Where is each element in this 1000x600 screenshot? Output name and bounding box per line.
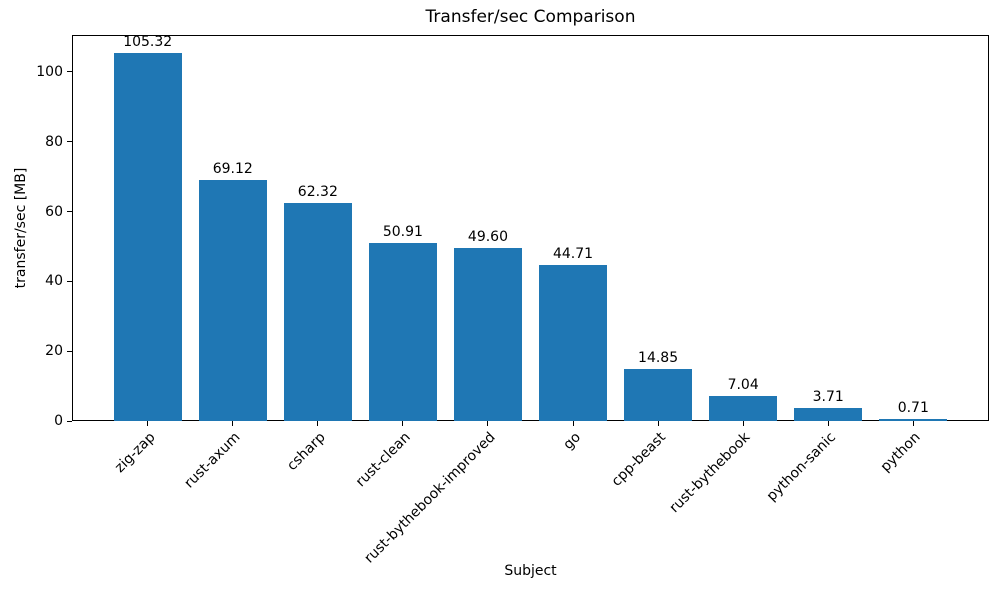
x-tick-label: cpp-beast (608, 429, 669, 490)
bar-rust-bythebook (709, 396, 778, 421)
y-tick-label: 0 (54, 413, 63, 429)
bar-value-label: 7.04 (727, 377, 759, 394)
x-axis-label: Subject (504, 563, 557, 579)
chart-title: Transfer/sec Comparison (425, 7, 636, 27)
x-tick-mark (572, 421, 574, 426)
x-tick-label: rust-axum (181, 429, 244, 492)
x-tick-mark (912, 421, 914, 426)
bar-python-sanic (794, 408, 863, 421)
x-tick-label: python-sanic (763, 429, 839, 505)
bar-value-label: 50.91 (382, 224, 423, 241)
y-axis-label: transfer/sec [MB] (13, 167, 29, 289)
x-tick-label: go (559, 429, 584, 453)
bar-value-label: 3.71 (812, 389, 844, 406)
bar-python (879, 418, 948, 421)
bar-value-label: 49.60 (467, 228, 508, 245)
x-tick-label: rust-clean (352, 429, 414, 491)
bar-cpp-beast (624, 369, 693, 421)
x-tick-mark (147, 421, 149, 426)
x-tick-mark (317, 421, 319, 426)
y-tick-mark (67, 141, 72, 143)
x-tick-mark (827, 421, 829, 426)
y-tick-mark (67, 350, 72, 352)
bar-value-label: 105.32 (123, 34, 173, 51)
x-tick-label: rust-bythebook (666, 429, 754, 517)
bar-csharp (283, 203, 352, 421)
x-tick-mark (657, 421, 659, 426)
y-tick-mark (67, 71, 72, 73)
x-tick-mark (232, 421, 234, 426)
y-tick-label: 40 (45, 273, 63, 290)
bar-value-label: 69.12 (212, 160, 253, 177)
bar-rust-axum (198, 179, 267, 421)
bar-value-label: 14.85 (638, 350, 679, 367)
y-tick-mark (67, 211, 72, 213)
bar-value-label: 44.71 (552, 245, 594, 262)
x-tick-mark (487, 421, 489, 426)
x-tick-label: python (877, 429, 924, 476)
y-tick-label: 80 (45, 133, 63, 150)
x-tick-label: zig-zap (111, 429, 159, 476)
y-tick-mark (67, 420, 72, 422)
y-tick-label: 20 (45, 343, 63, 360)
y-tick-mark (67, 280, 72, 282)
y-tick-label: 60 (45, 203, 63, 220)
x-tick-label: csharp (283, 429, 329, 474)
bar-rust-clean (368, 243, 437, 421)
bar-value-label: 0.71 (897, 399, 929, 416)
bar-value-label: 62.32 (297, 184, 338, 201)
x-tick-mark (742, 421, 744, 426)
bar-go (539, 264, 608, 421)
x-tick-mark (402, 421, 404, 426)
bar-rust-bythebook-improved (453, 247, 522, 421)
y-tick-label: 100 (36, 63, 63, 80)
bar-zig-zap (113, 53, 182, 421)
